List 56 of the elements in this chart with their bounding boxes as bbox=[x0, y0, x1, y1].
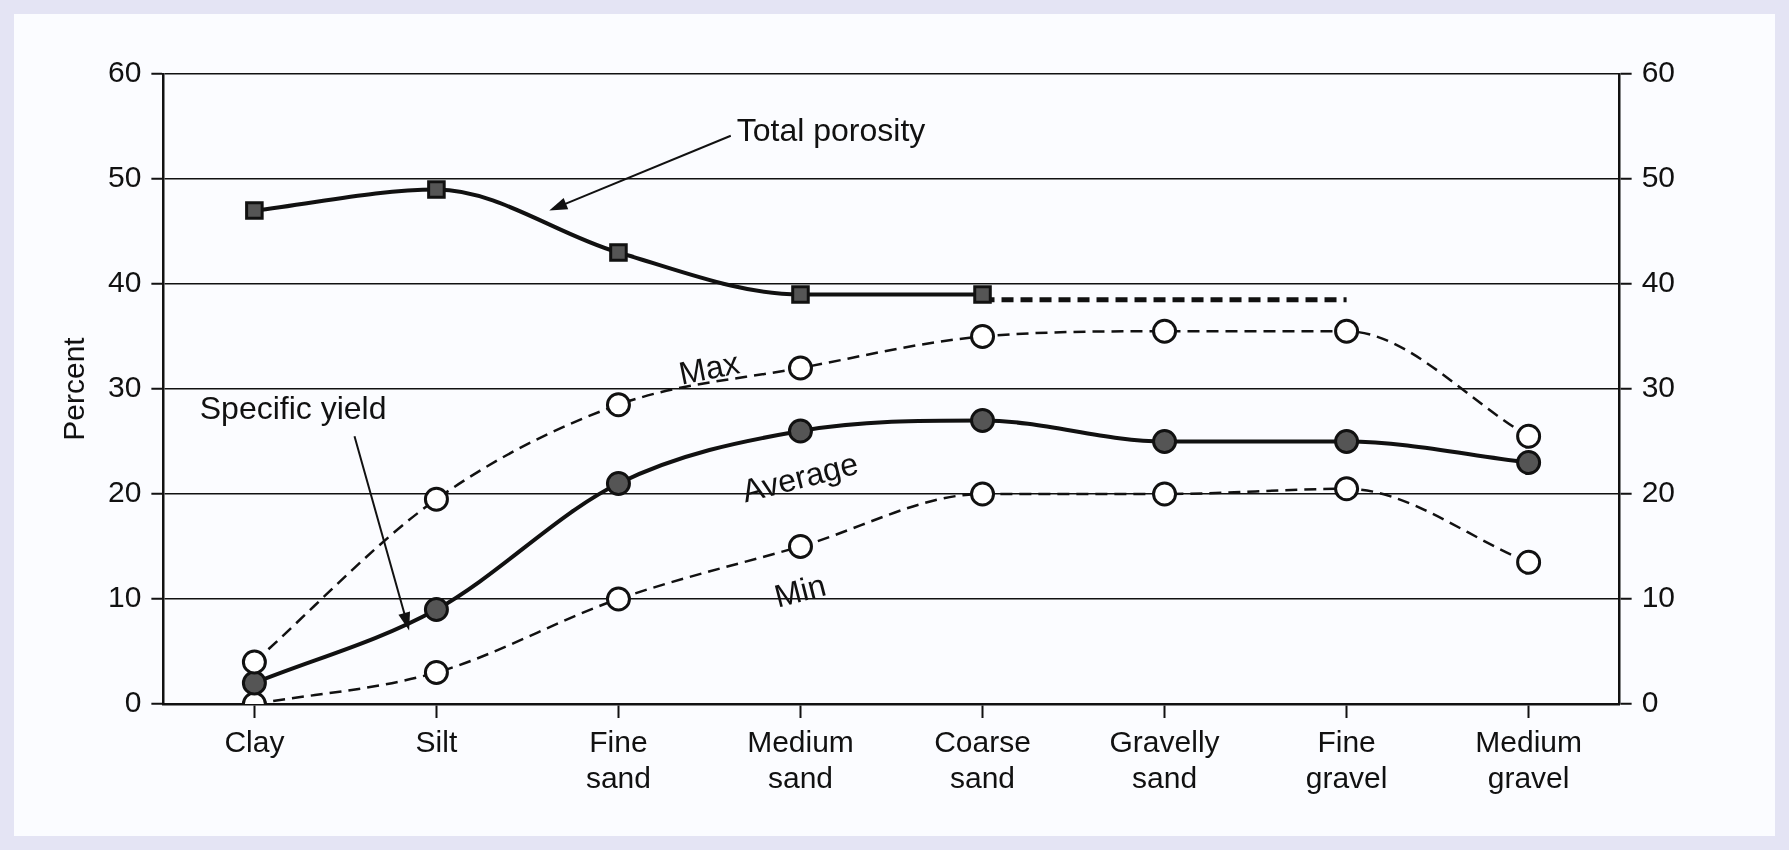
x-tick-label: Medium sand bbox=[747, 725, 854, 795]
point bbox=[605, 586, 631, 612]
point bbox=[1334, 476, 1360, 502]
point bbox=[1152, 429, 1178, 454]
x-tick-label: Gravelly sand bbox=[1109, 725, 1220, 795]
point bbox=[1516, 450, 1542, 475]
text: Min bbox=[770, 566, 830, 615]
point bbox=[1516, 549, 1542, 575]
point bbox=[605, 392, 631, 418]
point bbox=[241, 670, 267, 696]
x-tick-label: Fine sand bbox=[585, 725, 651, 795]
y-tick-label: 30 bbox=[107, 370, 142, 404]
point bbox=[1334, 429, 1360, 454]
point bbox=[973, 285, 992, 304]
point bbox=[970, 324, 996, 349]
point bbox=[605, 471, 631, 496]
point bbox=[427, 180, 446, 199]
annotation: Specific yield bbox=[199, 389, 387, 426]
point bbox=[1152, 481, 1178, 507]
y2-tick-label: 30 bbox=[1641, 370, 1676, 404]
text: Max bbox=[675, 344, 743, 392]
point bbox=[245, 201, 264, 220]
x-tick-label: Coarse sand bbox=[934, 725, 1031, 795]
point bbox=[423, 486, 449, 512]
y2-tick-label: 10 bbox=[1641, 580, 1676, 614]
point bbox=[423, 660, 449, 685]
y-tick-label: 60 bbox=[107, 55, 142, 89]
y2-tick-label: 50 bbox=[1641, 160, 1676, 194]
y-tick-label: 20 bbox=[107, 475, 142, 509]
y2-tick-label: 40 bbox=[1641, 265, 1676, 299]
point bbox=[791, 285, 810, 304]
point bbox=[787, 355, 813, 381]
x-tick-label: Silt bbox=[415, 725, 458, 759]
y-tick-label: 50 bbox=[107, 160, 142, 194]
y2-tick-label: 20 bbox=[1641, 475, 1676, 509]
y-tick-label: 10 bbox=[107, 580, 142, 614]
point bbox=[241, 649, 267, 675]
point bbox=[1516, 423, 1542, 449]
point bbox=[787, 418, 813, 444]
y-axis-title: Percent bbox=[57, 336, 91, 441]
point bbox=[787, 534, 813, 559]
x-tick-label: Clay bbox=[224, 725, 285, 759]
text: Total porosity bbox=[736, 111, 926, 148]
point bbox=[1152, 318, 1178, 344]
x-tick-label: Medium gravel bbox=[1475, 725, 1582, 795]
text: Average bbox=[738, 445, 862, 510]
y2-tick-label: 60 bbox=[1641, 55, 1676, 89]
y-tick-label: 40 bbox=[107, 265, 142, 299]
point bbox=[970, 481, 996, 507]
point bbox=[1334, 318, 1360, 344]
point bbox=[970, 408, 996, 433]
point bbox=[609, 243, 628, 262]
y2-tick-label: 0 bbox=[1641, 685, 1659, 719]
x-tick-label: Fine gravel bbox=[1305, 725, 1388, 795]
y-tick-label: 0 bbox=[124, 685, 142, 719]
point bbox=[423, 597, 449, 622]
